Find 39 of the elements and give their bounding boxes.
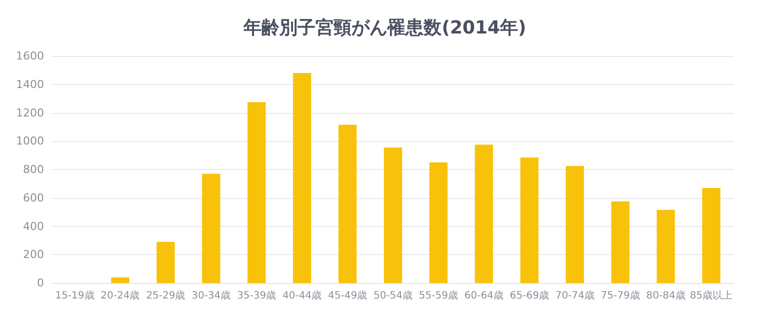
bar [474,144,494,283]
bar [202,174,220,283]
bar [429,162,448,283]
y-tick-label: 800 [23,163,44,176]
x-tick-label: 30-34歳 [192,290,231,302]
x-tick-label: 65-69歳 [510,290,549,302]
x-tick-label: 60-64歳 [464,290,504,302]
x-tick-label: 75-79歳 [600,290,640,302]
y-tick-label: 600 [23,191,44,204]
chart-title: 年齢別子宮頸がん罹患数(2014年) [242,18,526,38]
x-tick-label: 55-59歳 [418,290,458,302]
y-tick-label: 400 [23,220,44,233]
bar [292,73,312,283]
bar [702,188,720,283]
bar [611,201,630,283]
y-tick-label: 200 [23,248,44,262]
y-tick-label: 1000 [16,134,44,148]
bar [111,277,130,283]
x-tick-label: 25-29歳 [146,290,186,302]
x-tick-label: 80-84歳 [646,290,686,302]
y-tick-label: 1600 [16,50,44,62]
bar [248,102,266,283]
bar [520,157,538,283]
x-tick-label: 85歳以上 [690,290,733,302]
y-tick-label: 0 [37,276,44,290]
x-tick-label: 45-49歳 [328,290,368,302]
y-tick-label: 1200 [16,106,44,120]
bar [384,148,402,283]
x-tick-label: 40-44歳 [282,290,322,302]
x-tick-label: 15-19歳 [55,290,94,302]
x-tick-label: 35-39歳 [237,290,276,302]
x-tick-label: 20-24歳 [100,290,140,302]
bar [566,166,584,283]
y-tick-label: 1400 [16,78,44,91]
x-tick-label: 70-74歳 [555,290,594,302]
bar [656,210,675,283]
x-tick-label: 50-54歳 [373,290,413,302]
bar [156,242,175,283]
bar [338,124,357,283]
